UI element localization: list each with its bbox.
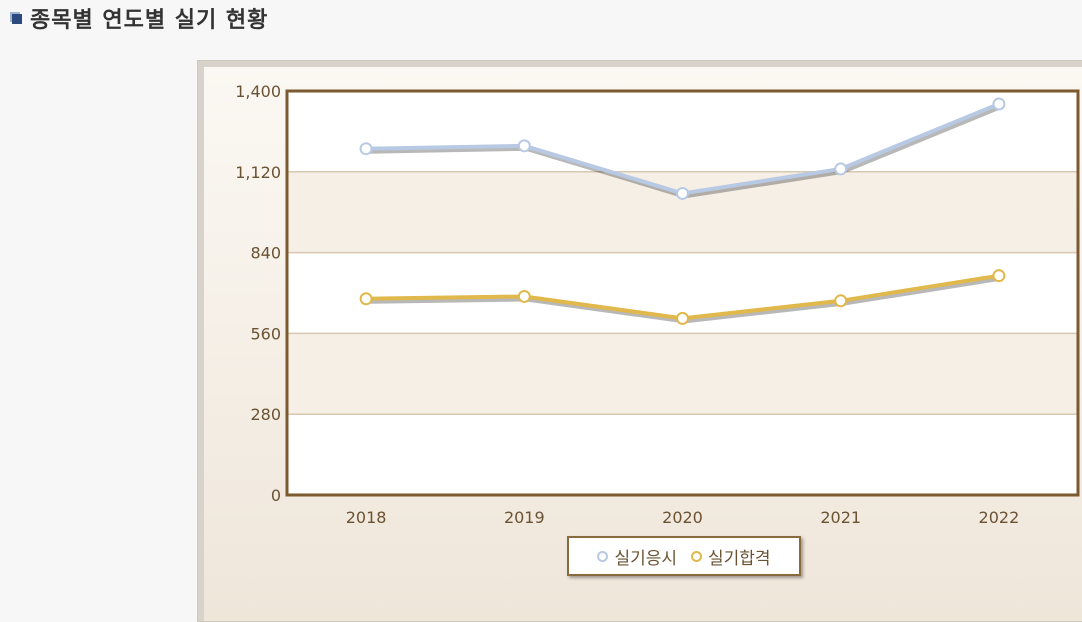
page-title: 종목별 연도별 실기 현황	[30, 8, 269, 33]
x-tick-label: 2018	[346, 508, 387, 527]
y-tick-label: 280	[250, 405, 281, 424]
data-point	[676, 186, 689, 200]
x-tick-label: 2022	[979, 508, 1020, 527]
y-tick-label: 0	[271, 486, 281, 505]
x-tick-label: 2019	[504, 508, 545, 527]
y-tick-label: 1,400	[235, 82, 281, 101]
legend-label: 실기합격	[708, 548, 771, 569]
data-point	[517, 139, 531, 153]
data-point	[359, 292, 373, 306]
data-point	[517, 289, 531, 303]
title-area: 종목별 연도별 실기 현황	[12, 2, 268, 34]
data-point	[992, 269, 1006, 283]
data-point	[676, 311, 689, 325]
legend-marker-icon	[691, 550, 702, 562]
legend-marker-icon	[597, 550, 609, 562]
data-point	[992, 97, 1006, 111]
plot-band	[287, 171, 1078, 253]
legend-item-applicants[interactable]: 실기응시	[597, 544, 677, 569]
chart-legend: 실기응시 실기합격	[567, 536, 801, 576]
line-chart: 0 280 560 840 1,120 1,400 2018 2019 2020 2021 2022	[235, 82, 1080, 527]
legend-item-passed[interactable]: 실기합격	[691, 544, 771, 569]
plot-border	[285, 89, 1080, 497]
data-point	[834, 162, 848, 176]
plot-area	[287, 91, 1078, 495]
y-tick-label: 1,120	[235, 163, 281, 182]
bullet-icon	[12, 14, 22, 24]
y-tick-label: 560	[250, 324, 281, 343]
data-point	[834, 294, 848, 308]
legend-label: 실기응시	[614, 548, 677, 569]
data-point	[359, 142, 373, 156]
plot-band	[287, 333, 1078, 415]
y-tick-label: 840	[250, 244, 281, 263]
x-tick-label: 2020	[662, 508, 703, 527]
x-tick-label: 2021	[820, 508, 861, 527]
